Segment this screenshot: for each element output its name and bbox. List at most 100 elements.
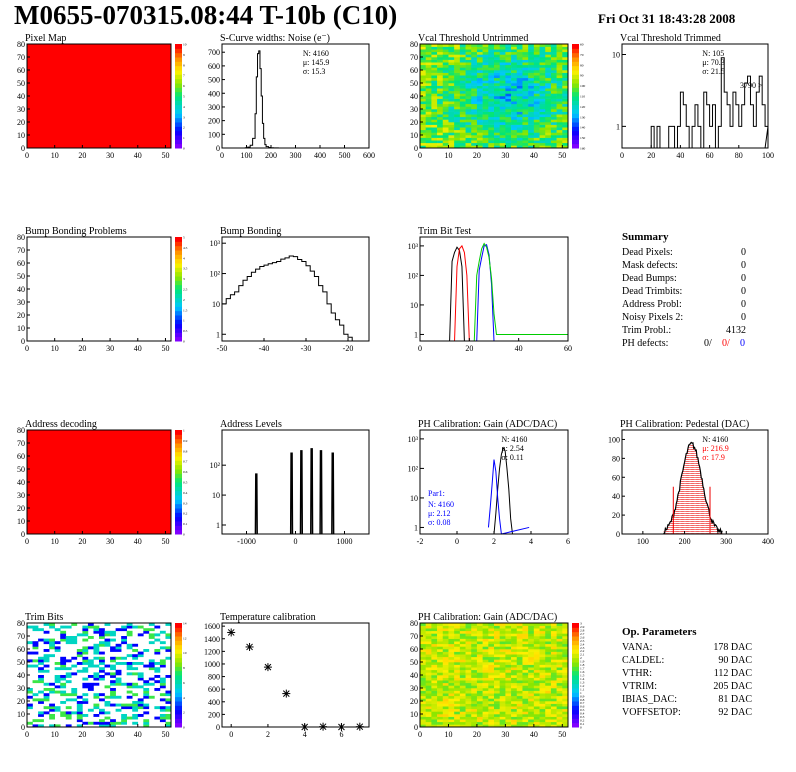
- heatmap-cell: [71, 690, 78, 694]
- heatmap-cell: [476, 690, 483, 694]
- heatmap-cell: [448, 75, 455, 79]
- heatmap-cell: [482, 636, 489, 639]
- heatmap-cell: [476, 714, 483, 717]
- heatmap-cell: [528, 145, 535, 149]
- heatmap-cell: [431, 708, 438, 712]
- palette-swatch: [175, 44, 182, 49]
- heatmap-cell: [482, 651, 489, 655]
- palette-swatch: [572, 135, 579, 140]
- heatmap-cell: [459, 83, 466, 86]
- heatmap-cell: [437, 654, 444, 658]
- heatmap-cell: [511, 641, 518, 645]
- heatmap-cell: [562, 80, 569, 84]
- heatmap-cell: [499, 44, 506, 47]
- heatmap-cell: [533, 70, 540, 73]
- heatmap-cell: [505, 70, 512, 73]
- x-tick-label: 40: [676, 151, 684, 160]
- palette-label: 3: [580, 622, 582, 626]
- heatmap-cell: [533, 636, 540, 639]
- heatmap-cell: [420, 701, 426, 704]
- palette-swatch: [175, 508, 182, 513]
- heatmap-cell: [488, 682, 495, 686]
- heatmap-cell: [505, 688, 512, 691]
- heatmap-cell: [533, 703, 540, 707]
- heatmap-cell: [494, 672, 500, 676]
- y-tick-label: 10: [410, 710, 418, 719]
- stats-line: σ: 17.9: [702, 453, 725, 462]
- heatmap-cell: [562, 659, 569, 663]
- heatmap-cell: [137, 662, 144, 665]
- heatmap-cell: [505, 641, 512, 645]
- heatmap-cell: [471, 75, 478, 79]
- heatmap-cell: [99, 651, 105, 655]
- heatmap-cell: [32, 641, 39, 645]
- heatmap-cell: [465, 654, 472, 658]
- heatmap-cell: [99, 675, 105, 678]
- heatmap-cells: [420, 623, 569, 728]
- heatmap-cell: [420, 145, 426, 149]
- heatmap-cell: [476, 103, 483, 107]
- heatmap-cell: [442, 57, 449, 60]
- heatmap-cell: [104, 695, 111, 699]
- heatmap-cell: [32, 651, 39, 655]
- heatmap-cell: [516, 106, 523, 110]
- heatmap-cell: [420, 111, 426, 115]
- heatmap-cell: [533, 706, 540, 710]
- heatmap-cell: [499, 93, 506, 97]
- heatmap-cell: [539, 630, 546, 634]
- heatmap-cell: [437, 119, 444, 123]
- heatmap-cell: [505, 140, 512, 144]
- heatmap-cell: [476, 643, 483, 647]
- heatmap-cell: [32, 664, 39, 668]
- heatmap-cell: [488, 638, 495, 642]
- heatmap-cell: [137, 706, 144, 710]
- heatmap-cell: [499, 129, 506, 133]
- heatmap-cell: [148, 682, 155, 686]
- heatmap-cell: [137, 714, 144, 717]
- heatmap-cell: [528, 651, 535, 655]
- heatmap-cell: [488, 656, 495, 660]
- heatmap-cell: [137, 633, 144, 637]
- y-tick-label: 10³: [408, 435, 419, 444]
- heatmap-cell: [545, 716, 552, 720]
- heatmap-cell: [99, 721, 105, 725]
- heatmap-cell: [482, 106, 489, 110]
- palette-swatch: [175, 126, 182, 132]
- heatmap-cell: [420, 724, 426, 728]
- palette-swatch: [175, 649, 182, 654]
- chart-title: Trim Bits: [25, 612, 63, 623]
- heatmap-cell: [99, 628, 105, 632]
- heatmap-cell: [522, 667, 529, 671]
- heatmap-cell: [425, 140, 432, 144]
- heatmap-cell: [459, 57, 466, 60]
- heatmap-cell: [76, 716, 83, 720]
- heatmap-cell: [528, 690, 535, 694]
- heatmap-cell: [562, 62, 569, 66]
- palette-swatch: [175, 65, 182, 71]
- heatmap-cell: [494, 651, 500, 655]
- heatmap-cell: [465, 85, 472, 89]
- heatmap-cell: [516, 701, 523, 704]
- heatmap-cell: [454, 111, 461, 115]
- heatmap-cell: [482, 675, 489, 678]
- heatmap-cell: [448, 716, 455, 720]
- heatmap-cell: [159, 714, 166, 717]
- heatmap-cell: [437, 62, 444, 66]
- heatmap-cell: [516, 625, 523, 629]
- heatmap-cell: [494, 675, 500, 678]
- heatmap-cell: [82, 685, 89, 689]
- heatmap-cell: [459, 129, 466, 133]
- heatmap-cell: [550, 129, 557, 133]
- heatmap-cell: [471, 116, 478, 120]
- heatmap-cell: [420, 623, 426, 626]
- y-tick-label: 20: [17, 504, 25, 513]
- heatmap-cell: [425, 685, 432, 689]
- heatmap-cell: [465, 51, 472, 55]
- heatmap-cell: [476, 98, 483, 102]
- y-tick-label: 80: [17, 233, 25, 242]
- heatmap-cell: [499, 649, 506, 652]
- heatmap-cell: [442, 688, 449, 691]
- heatmap-cell: [545, 80, 552, 84]
